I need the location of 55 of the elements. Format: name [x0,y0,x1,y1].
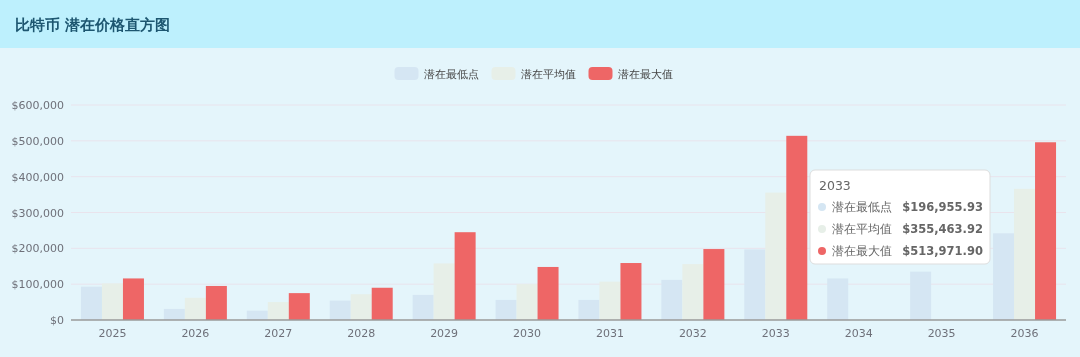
bar [350,294,372,320]
x-tick-label: 2029 [430,327,459,340]
y-tick-label: $600,000 [11,99,64,112]
annotation: 潜在平均值 [832,222,892,236]
bar [786,135,808,320]
bar [412,294,434,320]
bar [454,232,476,320]
bar [537,266,559,320]
legend-label: 潜在平均值 [520,68,576,81]
chart-title: 比特币 潜在价格直方图 [15,16,171,34]
bar [827,278,849,320]
annotation: $513,971.90 [902,244,983,258]
bar [993,233,1015,320]
annotation: $355,463.92 [902,222,983,236]
bar [682,264,704,320]
x-tick-label: 2027 [264,327,293,340]
y-tick-label: $100,000 [11,278,64,292]
y-tick-label: $0 [50,314,64,327]
bar [267,302,289,320]
x-tick-label: 2028 [347,327,376,340]
bar [288,293,310,320]
bar [122,278,144,320]
bar [1035,142,1057,320]
annotation: 潜在最大值 [832,244,892,258]
x-tick-label: 2034 [844,327,873,340]
y-tick-label: $400,000 [11,170,64,184]
y-tick-label: $200,000 [11,242,64,256]
bar [744,249,766,320]
x-tick-label: 2036 [1010,327,1039,340]
bar [205,285,227,320]
bar [661,279,683,320]
x-tick-label: 2026 [181,327,210,340]
bar [371,287,393,320]
legend-label: 潜在最低点 [423,68,479,81]
x-tick-label: 2032 [678,327,707,340]
x-tick-label: 2033 [761,327,790,340]
annotation: 2033 [819,178,851,193]
bar [703,249,725,320]
y-tick-label: $300,000 [11,206,64,220]
y-tick-label: $500,000 [11,134,64,148]
x-tick-label: 2035 [927,327,956,340]
x-tick-label: 2031 [595,327,624,340]
bar [495,299,517,320]
legend-label: 潜在最大值 [617,68,673,81]
annotation: 潜在最低点 [832,200,892,214]
bar [910,271,932,320]
bar [80,286,102,320]
bar [578,299,600,320]
bar [620,263,642,320]
annotation: $196,955.93 [902,200,983,214]
x-tick-label: 2030 [513,327,542,340]
x-tick-label: 2025 [98,327,127,340]
bar [329,300,351,320]
bar [184,297,206,320]
bar [163,308,185,320]
